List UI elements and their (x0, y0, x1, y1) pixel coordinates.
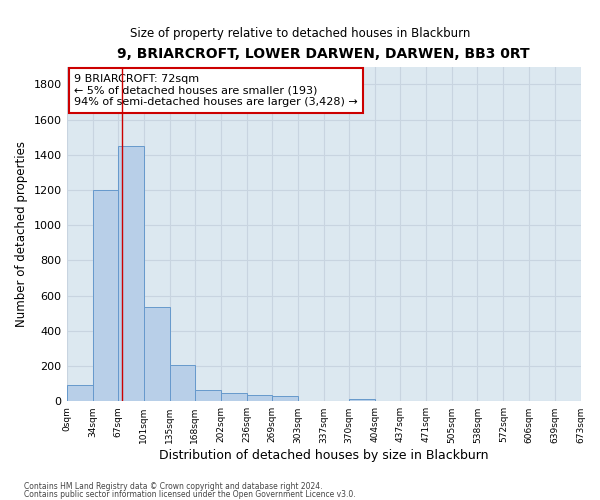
Bar (247, 394, 272, 402)
Bar (272, 396, 298, 402)
Bar (118, 146, 143, 402)
Text: Contains public sector information licensed under the Open Government Licence v3: Contains public sector information licen… (24, 490, 356, 499)
Text: Size of property relative to detached houses in Blackburn: Size of property relative to detached ho… (130, 28, 470, 40)
Title: 9, BRIARCROFT, LOWER DARWEN, DARWEN, BB3 0RT: 9, BRIARCROFT, LOWER DARWEN, DARWEN, BB3… (117, 48, 530, 62)
Bar (143, 307, 170, 402)
Bar (170, 365, 195, 402)
Bar (92, 190, 118, 402)
Bar (349, 399, 375, 402)
Text: Contains HM Land Registry data © Crown copyright and database right 2024.: Contains HM Land Registry data © Crown c… (24, 482, 323, 491)
Y-axis label: Number of detached properties: Number of detached properties (15, 141, 28, 327)
Text: 9 BRIARCROFT: 72sqm
← 5% of detached houses are smaller (193)
94% of semi-detach: 9 BRIARCROFT: 72sqm ← 5% of detached hou… (74, 74, 358, 107)
X-axis label: Distribution of detached houses by size in Blackburn: Distribution of detached houses by size … (159, 450, 488, 462)
Bar (67, 386, 92, 402)
Bar (221, 393, 247, 402)
Bar (195, 390, 221, 402)
